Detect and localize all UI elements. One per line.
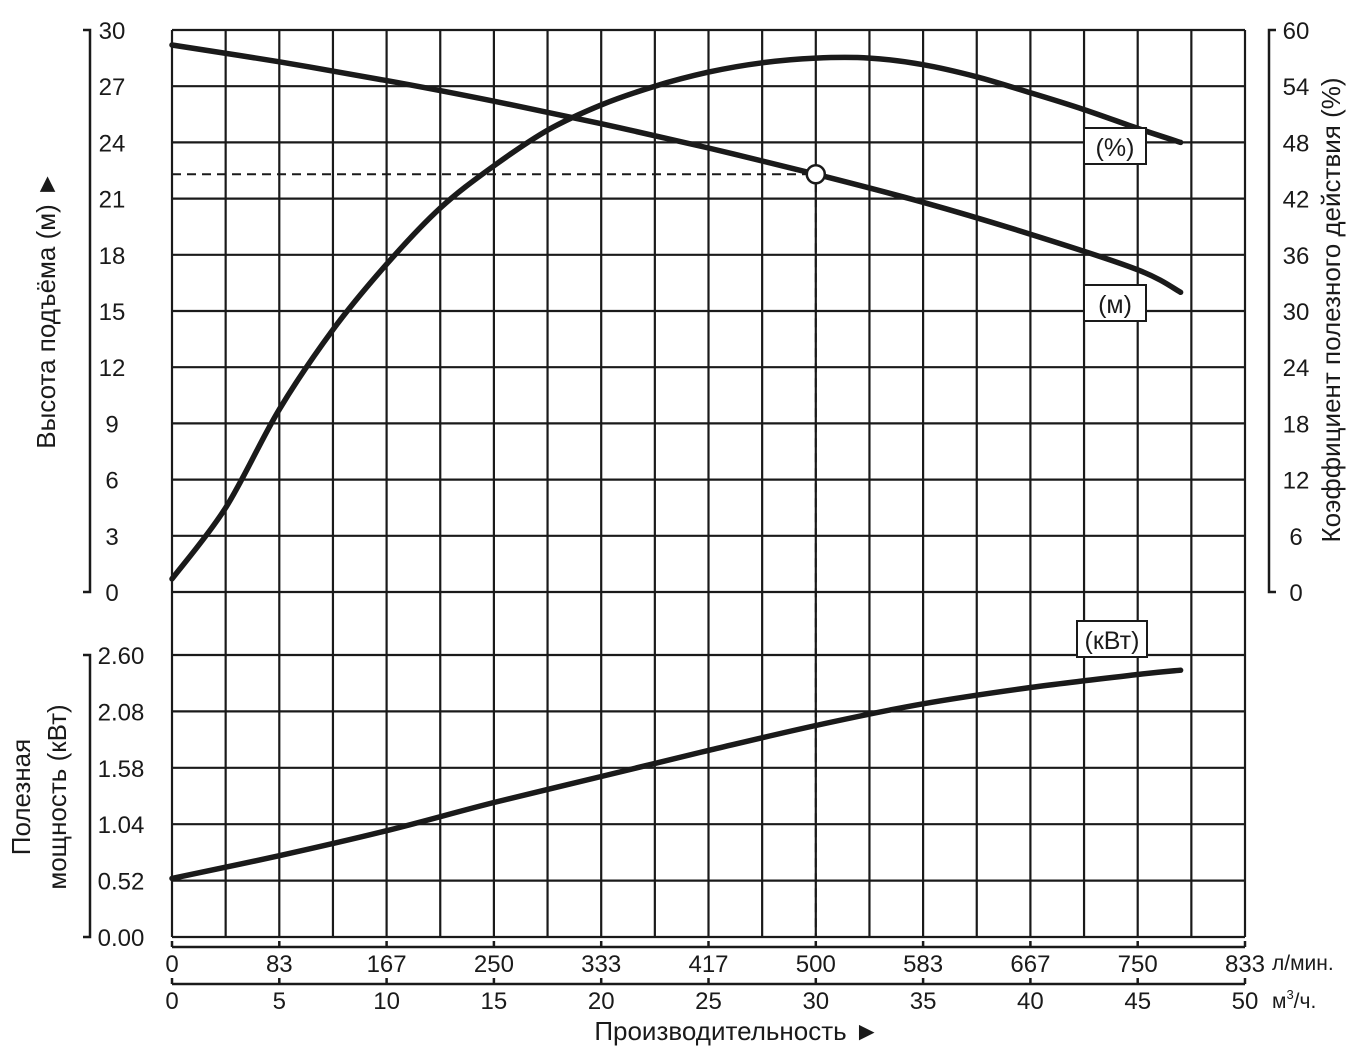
x-tick-label-m3h: 15	[481, 988, 508, 1015]
x-unit-l-min: л/мин.	[1272, 952, 1334, 975]
x-tick-label-m3h: 10	[373, 988, 400, 1015]
y-tick-label-head: 15	[99, 299, 126, 326]
x-tick-label-l-min: 83	[266, 951, 293, 978]
x-tick-label-l-min: 417	[688, 951, 728, 978]
y-tick-label-efficiency: 42	[1283, 187, 1310, 214]
left-top-axis-title: Высота подъёма (м) ►	[31, 171, 61, 449]
power-series-label: (кВт)	[1085, 627, 1140, 655]
x-tick-label-m3h: 50	[1232, 988, 1259, 1015]
y-tick-label-efficiency: 48	[1283, 130, 1310, 157]
y-tick-label-efficiency: 24	[1283, 355, 1310, 382]
efficiency-series-label: (%)	[1096, 134, 1135, 162]
y-tick-label-power: 2.08	[98, 699, 145, 726]
x-tick-label-l-min: 250	[474, 951, 514, 978]
operating-point	[172, 163, 827, 937]
y-tick-label-head: 21	[99, 187, 126, 214]
y-tick-label-power: 0.00	[98, 925, 145, 952]
y-tick-label-head: 30	[99, 18, 126, 45]
y-tick-label-power: 1.58	[98, 756, 145, 783]
x-tick-label-l-min: 583	[903, 951, 943, 978]
y-tick-label-head: 6	[105, 468, 118, 495]
x-unit-m3h: м3/ч.	[1272, 987, 1316, 1013]
x-tick-label-l-min: 833	[1225, 951, 1265, 978]
y-tick-label-head: 18	[99, 243, 126, 270]
tick-labels: 036912151821242730061218243036424854600.…	[98, 18, 1310, 1015]
head-curve	[169, 42, 1184, 296]
x-tick-label-m3h: 45	[1124, 988, 1151, 1015]
x-tick-label-l-min: 750	[1118, 951, 1158, 978]
y-tick-label-power: 2.60	[98, 643, 145, 670]
right-axis-title: Коэффициент полезного действия (%)	[1316, 77, 1346, 542]
head-series-label: (м)	[1098, 291, 1132, 319]
y-tick-label-efficiency: 0	[1289, 580, 1302, 607]
y-tick-label-power: 0.52	[98, 869, 145, 896]
left-bottom-axis-title-line1: Полезная	[6, 739, 36, 855]
x-tick-label-l-min: 500	[796, 951, 836, 978]
y-tick-label-head: 0	[105, 580, 118, 607]
curves: (м) (%) (кВт)	[169, 42, 1184, 882]
y-tick-label-head: 27	[99, 74, 126, 101]
series-label-box	[1083, 127, 1147, 165]
y-tick-label-head: 3	[105, 524, 118, 551]
x-tick-label-l-min: 167	[367, 951, 407, 978]
x-tick-label-m3h: 40	[1017, 988, 1044, 1015]
operating-point-marker	[805, 163, 827, 185]
x-tick-label-m3h: 35	[910, 988, 937, 1015]
y-tick-label-efficiency: 54	[1283, 74, 1310, 101]
y-tick-label-efficiency: 60	[1283, 18, 1310, 45]
axes	[83, 28, 1276, 986]
series-label-box	[1083, 284, 1147, 322]
x-tick-label-l-min: 667	[1010, 951, 1050, 978]
left-bottom-axis-line	[83, 653, 92, 939]
y-tick-label-efficiency: 6	[1289, 524, 1302, 551]
series-label-box	[1076, 620, 1148, 658]
left-bottom-axis-title-line2: мощность (кВт)	[42, 704, 72, 889]
y-tick-label-head: 9	[105, 411, 118, 438]
x-tick-label-m3h: 5	[273, 988, 286, 1015]
x-tick-label-m3h: 25	[695, 988, 722, 1015]
x-axis-title: Производительность ►	[594, 1016, 879, 1046]
x-tick-label-l-min: 333	[581, 951, 621, 978]
left-top-axis-line	[83, 28, 92, 594]
y-tick-label-efficiency: 12	[1283, 468, 1310, 495]
power-curve	[169, 667, 1184, 882]
x-tick-label-l-min: 0	[165, 951, 178, 978]
x-tick-label-m3h: 20	[588, 988, 615, 1015]
y-tick-label-head: 24	[99, 130, 126, 157]
x-tick-label-m3h: 0	[165, 988, 178, 1015]
grid	[170, 28, 1247, 939]
right-axis-line	[1267, 28, 1276, 594]
y-tick-label-power: 1.04	[98, 812, 145, 839]
x-tick-label-m3h: 30	[802, 988, 829, 1015]
y-tick-label-head: 12	[99, 355, 126, 382]
y-tick-label-efficiency: 18	[1283, 411, 1310, 438]
y-tick-label-efficiency: 36	[1283, 243, 1310, 270]
y-tick-label-efficiency: 30	[1283, 299, 1310, 326]
efficiency-curve	[169, 54, 1184, 582]
